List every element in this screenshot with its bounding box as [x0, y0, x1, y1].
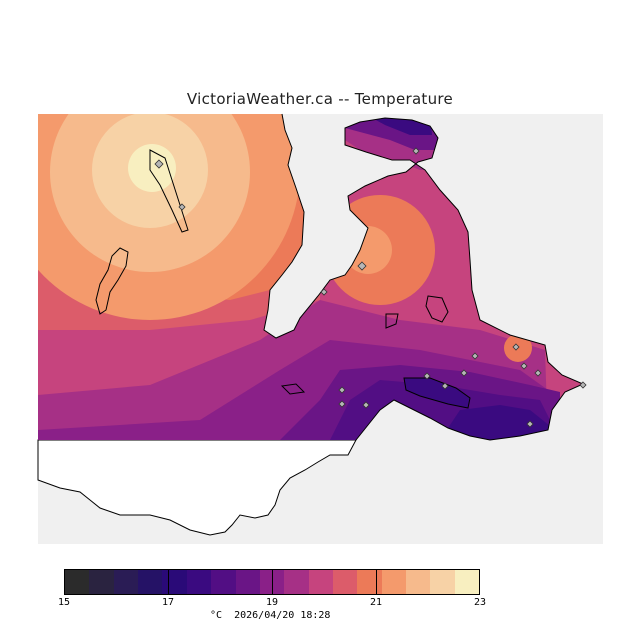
station-marker[interactable] [412, 147, 420, 155]
colorbar-swatch [454, 570, 480, 594]
map-title: VictoriaWeather.ca -- Temperature [186, 90, 454, 108]
station-marker[interactable] [512, 343, 520, 351]
station-marker[interactable] [423, 372, 431, 380]
colorbar-swatch [138, 570, 163, 594]
timestamp: 2026/04/20 18:28 [234, 610, 331, 621]
colorbar-tick-mark [376, 569, 377, 595]
colorbar-swatch [381, 570, 407, 594]
colorbar-swatch [162, 570, 187, 594]
island-east-1 [425, 295, 449, 323]
colorbar-swatch [308, 570, 333, 594]
station-marker[interactable] [526, 420, 534, 428]
colorbar-swatch [186, 570, 212, 594]
colorbar-tick-label: 17 [161, 597, 175, 608]
station-marker[interactable] [338, 386, 346, 394]
station-marker[interactable] [579, 381, 587, 389]
station-marker[interactable] [357, 261, 367, 271]
station-marker[interactable] [534, 369, 542, 377]
station-marker[interactable] [154, 159, 164, 169]
island-texada [95, 247, 129, 315]
colorbar-swatch [211, 570, 236, 594]
colorbar-tick-label: 19 [265, 597, 279, 608]
station-marker[interactable] [520, 362, 528, 370]
island-east-2 [385, 313, 399, 329]
south-landmass [37, 439, 357, 536]
temperature-colorbar [64, 569, 480, 595]
unit-label: °C [210, 610, 223, 621]
colorbar-swatch [284, 570, 309, 594]
station-marker[interactable] [362, 401, 370, 409]
station-marker[interactable] [460, 369, 468, 377]
colorbar-swatch [332, 570, 358, 594]
station-marker[interactable] [471, 352, 479, 360]
colorbar-swatch [430, 570, 455, 594]
station-marker[interactable] [338, 400, 346, 408]
colorbar-swatch [235, 570, 260, 594]
colorbar-swatch [89, 570, 114, 594]
colorbar-swatch [406, 570, 431, 594]
coastline-mainland [263, 113, 585, 441]
colorbar-tick-mark [272, 569, 273, 595]
island-north [149, 149, 189, 233]
colorbar-tick-mark [168, 569, 169, 595]
colorbar-swatch [65, 570, 90, 594]
units-and-timestamp: °C 2026/04/20 18:28 [210, 610, 330, 621]
colorbar-tick-label: 21 [369, 597, 383, 608]
island-south [403, 377, 471, 409]
station-markers [154, 147, 587, 428]
station-marker[interactable] [441, 382, 449, 390]
colorbar-swatch [357, 570, 382, 594]
station-marker[interactable] [178, 203, 186, 211]
colorbar-tick-label: 23 [473, 597, 487, 608]
colorbar-tick-label: 15 [57, 597, 71, 608]
island-gulf [280, 383, 306, 395]
colorbar-swatch [113, 570, 139, 594]
station-marker[interactable] [320, 288, 328, 296]
